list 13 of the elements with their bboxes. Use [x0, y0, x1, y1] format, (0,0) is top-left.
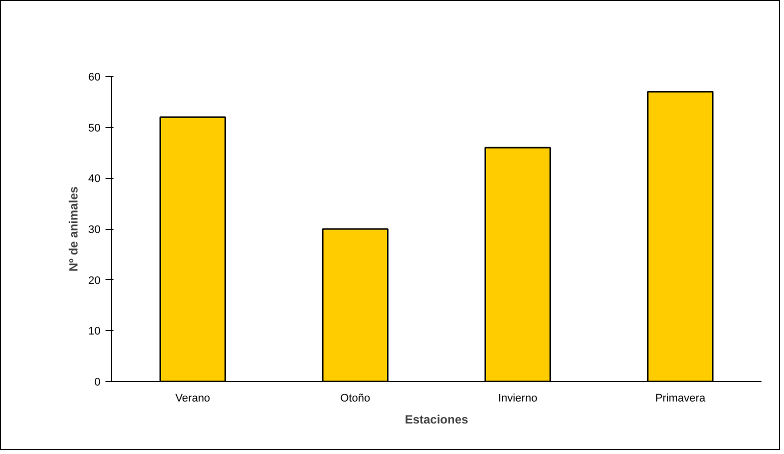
x-tick-label: Verano [175, 392, 210, 404]
x-axis-title: Estaciones [404, 412, 469, 426]
x-tick-label: Invierno [498, 392, 538, 404]
y-tick-label: 10 [88, 326, 101, 338]
y-tick-label: 40 [88, 173, 101, 186]
y-tick-label: 60 [88, 72, 101, 84]
y-tick-label: 20 [88, 274, 101, 287]
y-axis-title: Nº de animales [66, 186, 80, 272]
y-tick-label: 0 [94, 376, 101, 388]
x-tick-label: Primavera [655, 392, 706, 404]
y-tick-label: 50 [88, 122, 101, 134]
y-tick-label: 30 [88, 224, 101, 236]
x-tick-label: Otoño [340, 392, 370, 404]
